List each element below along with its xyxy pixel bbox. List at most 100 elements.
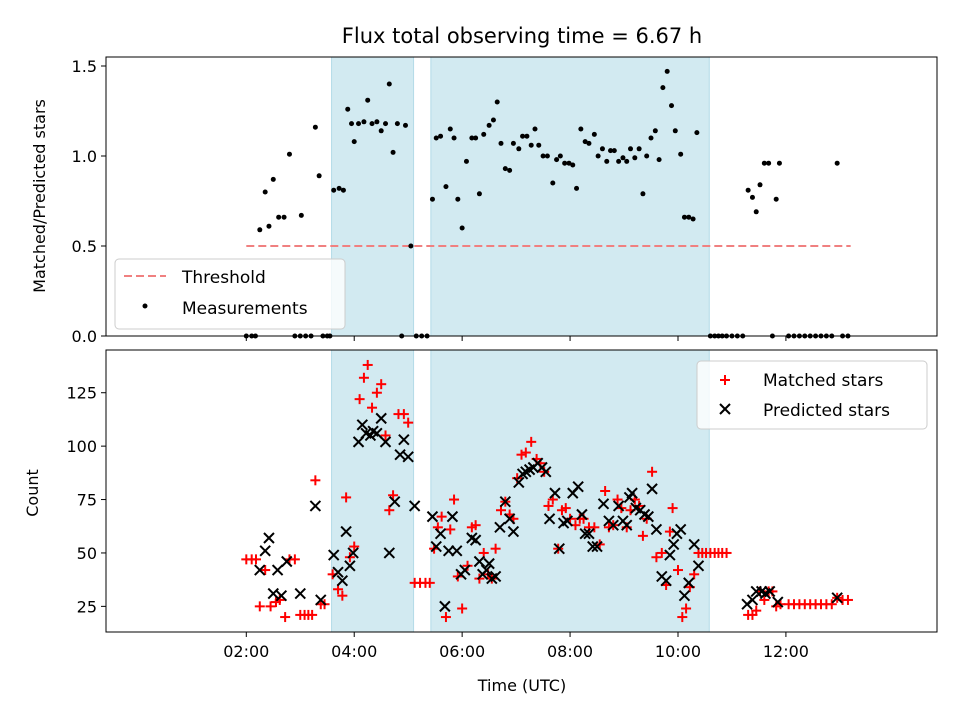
measurements-point <box>378 128 384 134</box>
measurements-point <box>507 167 513 173</box>
predicted-stars-point <box>483 557 495 570</box>
matched-stars-point <box>251 554 262 565</box>
matched-stars-point <box>254 601 265 612</box>
predicted-stars-point <box>263 532 275 544</box>
matched-stars-point <box>612 494 623 505</box>
measurements-point <box>599 146 605 152</box>
measurements-point <box>624 158 630 164</box>
predicted-stars-point <box>587 540 599 553</box>
measurements-point <box>669 103 675 109</box>
matched-stars-point <box>470 520 481 531</box>
measurements-point <box>636 146 642 152</box>
measurements-point <box>632 155 638 161</box>
x-tick-label: 10:00 <box>655 642 701 661</box>
predicted-stars-point <box>254 564 266 576</box>
predicted-stars-point <box>340 525 352 538</box>
measurements-point <box>749 194 755 200</box>
measurements-point <box>532 126 538 132</box>
predicted-stars-point <box>572 481 584 493</box>
y-tick-label: 50 <box>77 544 97 563</box>
predicted-stars-point <box>561 515 574 527</box>
measurements-point <box>266 223 272 229</box>
top-x-axis <box>245 336 787 341</box>
measurements-point <box>524 133 530 139</box>
measurements-point <box>383 121 389 127</box>
predicted-stars-point <box>642 510 655 523</box>
predicted-stars-point <box>494 521 506 534</box>
measurements-point <box>386 81 392 87</box>
matched-stars-point <box>560 503 571 514</box>
predicted-stars-point <box>621 519 633 531</box>
matched-stars-point <box>341 492 352 503</box>
measurements-point <box>620 155 626 161</box>
measurements-point <box>473 135 479 141</box>
predicted-stars-point <box>309 500 322 512</box>
measurements-point <box>834 160 840 166</box>
measurements-point <box>672 128 678 134</box>
measurements-point <box>753 209 759 215</box>
matched-stars-point <box>842 594 853 605</box>
legend-measurements-label: Measurements <box>182 299 308 319</box>
x-tick-label: 12:00 <box>763 642 809 661</box>
measurements-point <box>566 160 572 166</box>
matched-stars-point <box>457 603 468 614</box>
predicted-stars-point <box>692 560 705 572</box>
measurements-point <box>433 135 439 141</box>
predicted-stars-point <box>678 589 691 602</box>
measurements-point <box>459 225 465 231</box>
measurements-point <box>438 133 444 139</box>
predicted-stars-point <box>408 500 421 512</box>
matched-stars-point <box>681 603 692 614</box>
predicted-stars-point <box>664 549 676 561</box>
predicted-stars-point <box>271 564 284 576</box>
y-tick-label: 100 <box>66 437 97 456</box>
predicted-stars-point <box>489 570 502 583</box>
predicted-stars-point <box>473 555 486 568</box>
measurements-point <box>528 142 534 148</box>
predicted-stars-point <box>746 594 759 606</box>
matched-stars-point <box>289 554 300 565</box>
measurements-point <box>276 214 282 220</box>
matched-stars-point <box>751 605 762 616</box>
observing-window-2 <box>430 56 710 337</box>
measurements-point <box>608 148 614 154</box>
measurements-point <box>429 196 435 202</box>
matched-stars-point <box>656 547 667 558</box>
measurements-point <box>356 121 362 127</box>
measurements-point <box>516 146 522 152</box>
predicted-stars-point <box>683 577 695 589</box>
matched-stars-point <box>362 359 373 370</box>
measurements-point <box>494 99 500 105</box>
measurements-point <box>351 139 357 145</box>
predicted-stars-point <box>674 523 687 536</box>
predicted-stars-point <box>328 549 340 561</box>
predicted-stars-point <box>591 540 603 553</box>
matched-stars-point <box>358 372 369 383</box>
predicted-stars-point <box>442 545 455 557</box>
matched-stars-point <box>367 402 378 413</box>
predicted-stars-point <box>579 528 591 540</box>
predicted-stars-point <box>394 448 406 461</box>
measurements-point <box>604 158 610 164</box>
matched-stars-point <box>490 543 501 554</box>
y-tick-label: 0.0 <box>72 327 97 346</box>
measurements-point <box>595 153 601 159</box>
measurements-point <box>455 196 461 202</box>
legend-matched-label: Matched stars <box>763 371 883 391</box>
matched-stars-point <box>664 526 675 537</box>
measurements-point <box>664 68 670 74</box>
matched-stars-point <box>462 560 473 571</box>
predicted-stars-point <box>513 476 525 489</box>
predicted-stars-point <box>660 575 672 587</box>
y-tick-label: 1.5 <box>72 57 97 76</box>
measurements-point <box>502 166 508 172</box>
matched-stars-point <box>543 500 554 511</box>
predicted-stars-point <box>549 487 561 499</box>
matched-stars-point <box>647 466 658 477</box>
measurements-point <box>481 131 487 137</box>
measurements-point <box>510 140 516 146</box>
matched-stars-point <box>589 522 600 533</box>
measurements-point <box>773 196 779 202</box>
measurements-point <box>361 119 367 125</box>
measurements-point <box>463 158 469 164</box>
